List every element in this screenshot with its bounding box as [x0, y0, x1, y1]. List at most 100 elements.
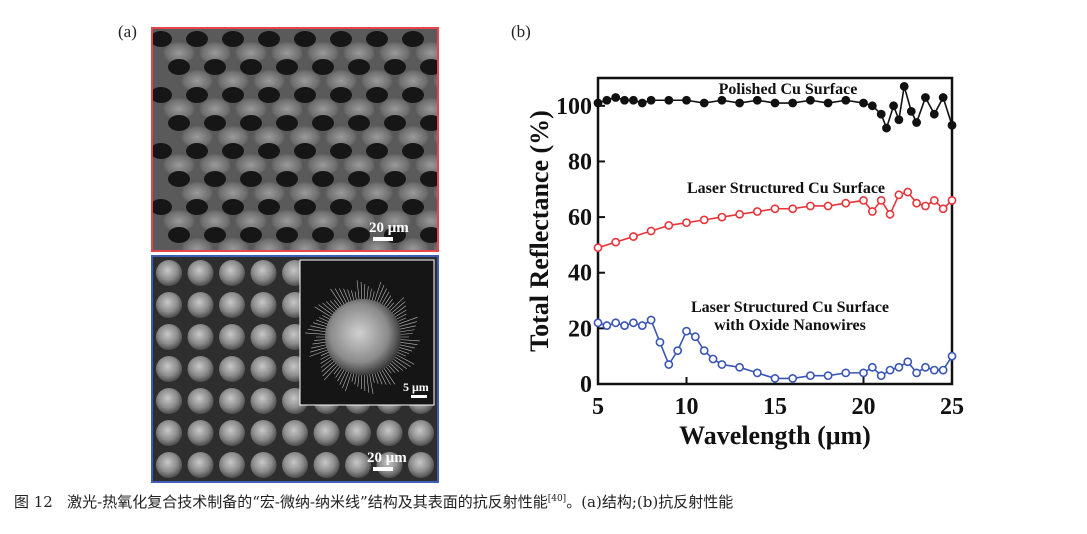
hole-cell [168, 171, 190, 187]
hole-cell [258, 143, 280, 159]
data-point [708, 354, 718, 364]
ridge-cell [396, 125, 430, 149]
data-point [876, 109, 886, 119]
ridge-cell [360, 125, 394, 149]
caption-reference: [40] [547, 494, 567, 504]
ridge-cell [198, 97, 232, 121]
hole-cell [276, 227, 298, 243]
hole-cell [186, 31, 208, 47]
data-point [929, 195, 939, 205]
dome-cell [250, 452, 277, 478]
data-point [682, 218, 691, 228]
data-point [889, 101, 898, 111]
hole-cell [312, 227, 334, 243]
x-tick-label: 15 [763, 394, 787, 420]
ridge-cell [324, 125, 358, 149]
x-tick-label: 25 [940, 394, 964, 420]
hole-cell [186, 143, 208, 159]
scalebar-bottom-label: 20 μm [367, 450, 407, 466]
dome-cell [156, 388, 182, 414]
y-tick-label: 0 [580, 372, 592, 398]
data-point [882, 123, 891, 133]
hole-cell [348, 115, 370, 131]
hole-cell [348, 227, 370, 243]
data-point [788, 204, 798, 214]
dome-cell [219, 388, 245, 414]
dome-cell [345, 452, 371, 478]
hole-cell [222, 31, 244, 47]
hole-cell [420, 171, 437, 187]
data-point [929, 365, 939, 375]
dome-cell [250, 420, 277, 446]
ridge-cell [180, 69, 214, 93]
ridge-cell [234, 97, 268, 121]
series-line [597, 191, 953, 249]
data-point [735, 98, 744, 108]
hole-cell [366, 87, 388, 103]
ridge-cell [432, 184, 437, 202]
hole-cell [402, 143, 424, 159]
panel-b-label: (b) [511, 22, 531, 41]
hole-cell [402, 31, 424, 47]
ridge-cell [270, 153, 304, 177]
data-point [929, 109, 939, 119]
hole-cell [330, 199, 352, 215]
ridge-cell [180, 237, 214, 250]
ridge-cell [342, 153, 376, 177]
data-point [752, 207, 762, 216]
hole-cell [168, 115, 190, 131]
hole-cell [204, 171, 226, 187]
ridge-cell [162, 97, 196, 121]
inset-nanowire-ball: 5 μm [299, 259, 435, 406]
ridge-cell [378, 153, 412, 177]
ridge-cell [234, 209, 268, 233]
caption-text: 激光-热氧化复合技术制备的“宏-微纳-纳米线”结构及其表面的抗反射性能 [67, 493, 548, 511]
hole-cell [240, 59, 262, 75]
dome-cell [250, 388, 277, 414]
dome-cell [313, 452, 340, 478]
x-axis-title: Wavelength (μm) [679, 421, 871, 450]
ridge-cell [432, 128, 437, 146]
data-point [682, 326, 691, 336]
hole-cell [384, 115, 406, 131]
data-point [646, 315, 656, 325]
hole-cell [294, 87, 316, 103]
ridge-cell [342, 97, 376, 121]
dome-cell [376, 420, 403, 446]
dome-cell [187, 356, 214, 382]
ridge-cell [270, 41, 304, 65]
hole-cell [420, 227, 437, 243]
dome-cell [219, 324, 245, 350]
data-point [867, 362, 877, 372]
data-point [682, 95, 691, 105]
data-point [593, 98, 603, 108]
data-point [938, 204, 948, 214]
data-point [912, 118, 921, 127]
dome-cell [187, 420, 214, 446]
hole-cell [366, 143, 388, 159]
ridge-cell [162, 209, 196, 233]
data-point [717, 95, 727, 105]
dome-cell [219, 292, 245, 318]
data-point [629, 318, 638, 328]
ridge-cell [162, 41, 196, 65]
hole-cell [258, 31, 280, 47]
ridge-cell [216, 69, 250, 93]
data-point [921, 201, 930, 211]
data-point [859, 195, 868, 205]
data-point [876, 371, 886, 381]
dome-cell [156, 260, 182, 286]
dome-cell [250, 324, 277, 350]
hole-cell [294, 31, 316, 47]
hole-cell [402, 87, 424, 103]
data-point [903, 187, 913, 197]
ridge-cell [162, 153, 196, 177]
data-point [859, 98, 868, 108]
data-point [938, 93, 948, 102]
data-point [805, 95, 815, 105]
ridge-cell [288, 237, 322, 250]
ridge-cell [324, 237, 358, 250]
dome-cell [219, 260, 245, 286]
data-point [611, 237, 621, 247]
data-point [699, 215, 709, 225]
